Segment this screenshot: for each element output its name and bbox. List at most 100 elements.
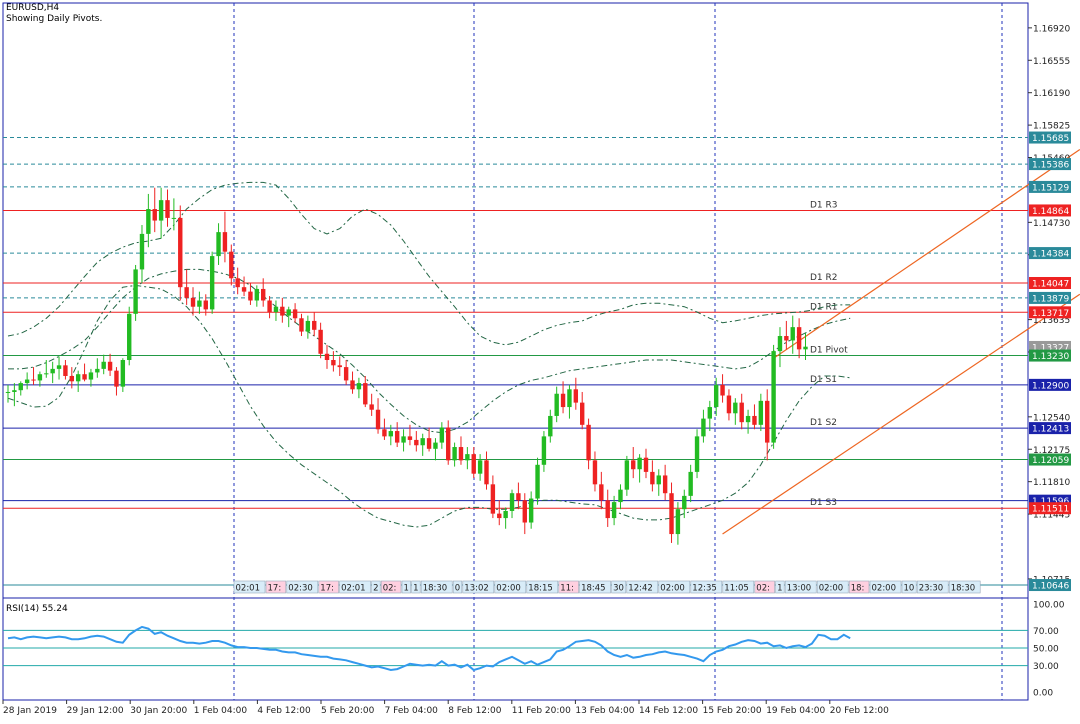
candle [624,455,630,496]
rsi-series-line [7,625,851,672]
x-tick-label: 28 Jan 2019 [3,706,57,716]
candle-body [452,447,457,461]
candle [388,424,393,446]
time-marker-label: 11: [560,584,574,594]
time-marker-box [658,580,691,594]
y-tick-label: 1.14730 [1033,219,1070,229]
price-tag [1029,180,1071,193]
candle-body [567,389,572,408]
y-tick-label: 1.16190 [1033,89,1070,99]
candle [216,223,221,265]
rsi-plot-frame [2,597,1029,701]
time-marker-label: 02:00 [660,584,685,594]
candle-body [669,493,674,535]
candle-body [356,383,362,390]
candle-body [75,374,81,382]
candle-body [165,200,170,218]
candle [796,318,802,359]
time-marker-box [452,580,463,594]
x-tick-label: 1 Feb 04:00 [194,706,248,716]
candle-body [522,500,527,523]
candle-body [694,436,700,472]
price-tag [1029,277,1071,290]
bollinger-upper-band [7,181,851,346]
candle-body [286,309,291,316]
y-tick-label: 1.15825 [1033,122,1070,132]
candle-body [299,318,304,332]
candle [229,244,234,286]
candle [299,313,304,337]
candle [350,371,355,394]
candle-body [701,418,706,437]
candle-body [31,379,36,381]
time-marker-label: 02:01 [236,584,261,594]
candle [580,391,585,430]
candle [363,375,368,408]
candle-body [337,365,342,368]
time-marker-label: 02:01 [341,584,366,594]
candle [618,484,623,510]
candle [694,429,700,479]
time-marker-label: 13:02 [464,584,489,594]
candle [560,381,566,414]
price-tag [1029,502,1071,515]
candle [343,360,349,385]
candle [675,502,681,545]
time-marker-label: 02: [383,584,397,594]
pivot-label: D1 R1 [810,302,838,312]
rsi-tick-label: 70.00 [1033,627,1059,637]
price-tag-label: 1.12900 [1032,381,1069,391]
candle-body [139,233,145,270]
candle [631,447,636,479]
candle-body [752,415,757,425]
candle-body [331,360,336,366]
candle-body [50,368,55,374]
candle [528,491,534,529]
candle [688,464,693,503]
candle-body [420,438,425,446]
candle-body [509,493,515,511]
y-tick-label: 1.12540 [1033,413,1070,423]
time-marker-label: 2 [373,584,378,594]
candle [682,489,687,519]
candle [203,294,208,316]
x-tick-label: 20 Feb 12:00 [830,706,889,716]
candle [56,356,62,380]
candle [733,398,738,425]
candle-body [318,329,323,354]
candle [790,315,795,354]
time-marker-label: 13:00 [787,584,812,594]
price-tag-label: 1.12413 [1032,425,1069,435]
candle [605,489,610,527]
candle-body [528,498,534,523]
candle-body [120,360,126,387]
chart-subtitle: Showing Daily Pivots. [6,14,103,24]
time-marker-label: 18:30 [951,584,976,594]
candle [146,193,151,248]
time-marker-label: 1 [413,584,418,594]
candle-body [95,368,100,373]
candle-body [158,200,164,221]
candle-body [446,427,451,461]
candle [401,429,406,452]
candle-body [127,313,132,360]
candle [465,447,470,470]
candle [777,327,783,368]
x-tick-label: 29 Jan 12:00 [67,706,124,716]
time-marker-box [775,580,785,594]
candle [637,454,642,483]
x-tick-label: 5 Feb 20:00 [321,706,375,716]
candle [433,438,438,461]
candle [803,333,808,360]
price-tag-label: 1.13717 [1032,309,1069,319]
time-marker-box [371,580,381,594]
candle-body [394,431,400,443]
x-tick-label: 4 Feb 12:00 [257,706,311,716]
candle-body [5,391,11,393]
candle-body [235,278,240,288]
candle-body [401,436,406,443]
candle-body [107,361,113,371]
candle-body [592,460,598,485]
